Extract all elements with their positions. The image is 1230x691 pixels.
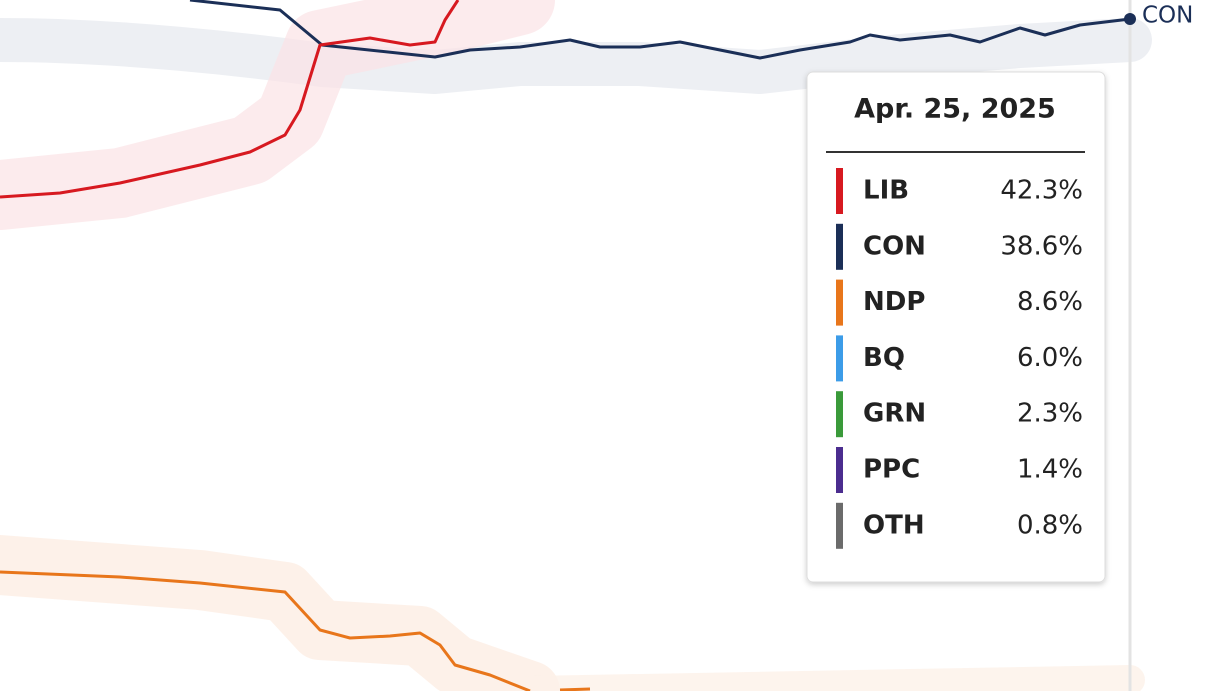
row-value: 0.8%: [1017, 510, 1083, 540]
tooltip-box: [806, 71, 1106, 583]
row-party: OTH: [863, 510, 925, 540]
lib-line: [0, 0, 460, 199]
row-value: 2.3%: [1017, 399, 1083, 429]
ndp-band-low: [515, 665, 1145, 691]
row-party: CON: [863, 231, 926, 261]
tooltip-date: Apr. 25, 2025: [854, 94, 1056, 125]
row-swatch: [836, 168, 843, 214]
row-swatch: [836, 279, 843, 326]
row-value: 38.6%: [1000, 231, 1083, 261]
row-swatch: [836, 335, 843, 382]
lines: [0, 0, 1131, 691]
row-party: NDP: [863, 287, 925, 317]
row-swatch: [836, 223, 843, 270]
tooltip: Apr. 25, 2025 LIB 42.3% CON 38.6% NDP 8.6% BQ 6…: [806, 71, 1106, 583]
row-swatch: [836, 391, 843, 438]
row-value: 6.0%: [1017, 343, 1083, 373]
row-party: GRN: [863, 399, 926, 429]
end-label: CON: [1142, 3, 1193, 29]
row-party: PPC: [863, 455, 920, 485]
row-swatch: [836, 447, 843, 493]
con-line: [189, 0, 1131, 60]
row-value: 42.3%: [1000, 176, 1083, 206]
ndp-line: [0, 570, 591, 691]
row-swatch: [836, 502, 843, 549]
row-party: LIB: [863, 176, 909, 206]
row-value: 8.6%: [1017, 287, 1083, 317]
row-party: BQ: [863, 343, 905, 373]
row-value: 1.4%: [1017, 455, 1083, 485]
end-dot: [1124, 13, 1136, 25]
con-band: [0, 18, 1152, 94]
ndp-band: [0, 535, 560, 691]
